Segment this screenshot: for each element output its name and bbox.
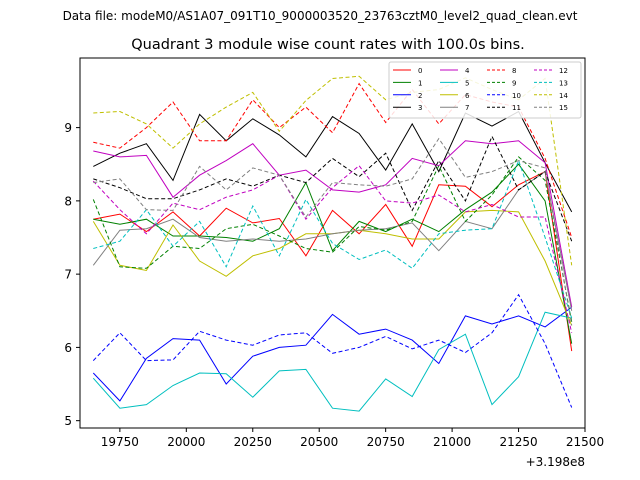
y-tick-label: 7 (64, 268, 72, 282)
x-tick-label: 21000 (433, 435, 471, 449)
legend-label-3: 3 (418, 104, 422, 112)
series-line-4 (93, 140, 573, 308)
chart-title: Quadrant 3 module wise count rates with … (131, 37, 525, 53)
x-offset-label: +3.198e8 (526, 455, 585, 469)
x-axis: 19750 20000 20250 20500 20750 21000 21250 21500 (101, 428, 604, 449)
x-tick-label: 20000 (167, 435, 205, 449)
series-line-15 (93, 137, 573, 326)
legend-label-14: 14 (559, 92, 568, 100)
series-line-5 (92, 311, 572, 412)
legend-label-6: 6 (465, 92, 470, 100)
x-tick-label: 20500 (300, 435, 338, 449)
series-line-14 (93, 75, 573, 266)
series-line-13 (93, 159, 573, 319)
series-lines (92, 75, 573, 412)
y-axis: 5 6 7 8 9 (64, 121, 80, 428)
x-tick-label: 19750 (101, 435, 139, 449)
series-line-1 (93, 163, 573, 344)
series-line-10 (92, 293, 573, 408)
legend-label-1: 1 (418, 79, 422, 87)
series-line-3 (93, 110, 573, 213)
legend-label-7: 7 (465, 104, 469, 112)
series-line-12 (92, 164, 573, 333)
plot-frame (79, 57, 586, 429)
legend-label-13: 13 (559, 79, 568, 87)
legend-label-0: 0 (418, 67, 422, 75)
legend-label-9: 9 (512, 79, 516, 87)
legend-label-2: 2 (418, 92, 422, 100)
series-line-7 (92, 170, 573, 311)
legend-label-15: 15 (559, 104, 568, 112)
y-tick-label: 8 (64, 194, 72, 208)
x-tick-label: 21500 (566, 435, 604, 449)
series-line-0 (93, 170, 573, 352)
legend-label-10: 10 (512, 92, 521, 100)
legend-label-4: 4 (465, 67, 470, 75)
chart-suptitle: Data file: modeM0/AS1A07_091T10_90000035… (63, 9, 578, 23)
y-tick-label: 9 (64, 121, 72, 135)
y-tick-label: 5 (64, 414, 72, 428)
legend-label-12: 12 (559, 67, 568, 75)
legend-label-8: 8 (512, 67, 516, 75)
x-tick-label: 20750 (367, 435, 405, 449)
legend-label-5: 5 (465, 79, 469, 87)
x-tick-label: 21250 (499, 435, 537, 449)
legend-label-11: 11 (512, 104, 521, 112)
legend-box (388, 61, 582, 119)
x-tick-label: 20250 (234, 435, 272, 449)
series-line-2 (92, 306, 572, 402)
y-tick-label: 6 (64, 341, 72, 355)
